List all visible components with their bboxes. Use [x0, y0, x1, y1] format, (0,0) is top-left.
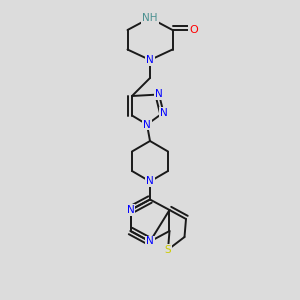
Text: N: N: [143, 119, 151, 130]
Text: N: N: [146, 55, 154, 65]
Text: NH: NH: [142, 13, 158, 23]
Text: N: N: [127, 205, 134, 215]
Text: N: N: [155, 89, 163, 100]
Text: S: S: [165, 244, 171, 255]
Text: N: N: [160, 107, 167, 118]
Text: N: N: [146, 236, 154, 247]
Text: O: O: [189, 25, 198, 35]
Text: N: N: [146, 176, 154, 187]
